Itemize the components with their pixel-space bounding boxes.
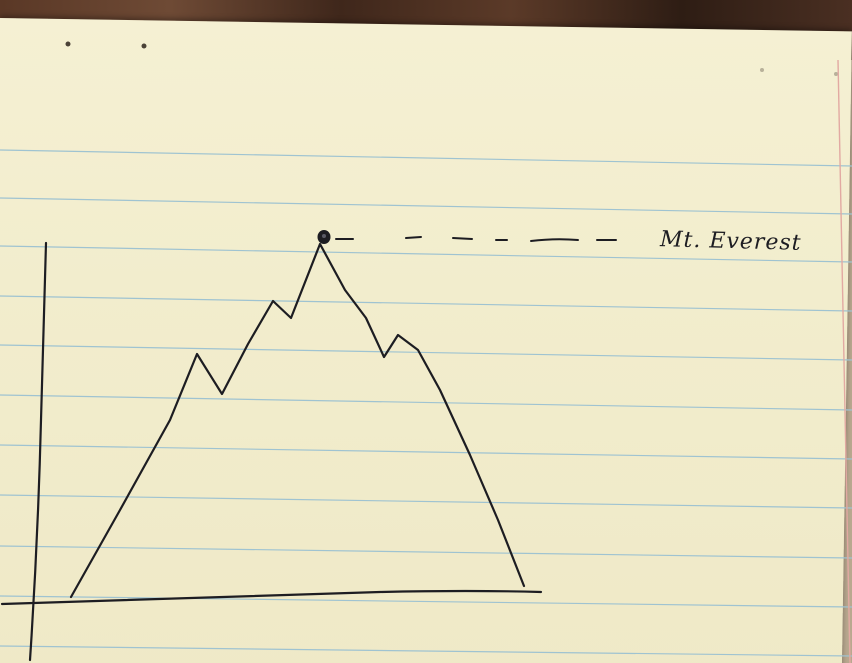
punch-hole bbox=[65, 41, 71, 47]
ruled-lines bbox=[0, 149, 852, 657]
dashed-leader-line bbox=[335, 236, 617, 242]
punch-hole bbox=[760, 68, 764, 72]
x-axis-line bbox=[0, 589, 543, 606]
y-axis-line bbox=[28, 241, 48, 662]
mountain-outline bbox=[69, 242, 526, 599]
mt-everest-label: Mt. Everest bbox=[659, 227, 802, 256]
punch-hole bbox=[141, 43, 147, 49]
punch-hole bbox=[834, 72, 838, 76]
sketch-axes bbox=[0, 241, 543, 662]
margin-line bbox=[837, 59, 851, 663]
